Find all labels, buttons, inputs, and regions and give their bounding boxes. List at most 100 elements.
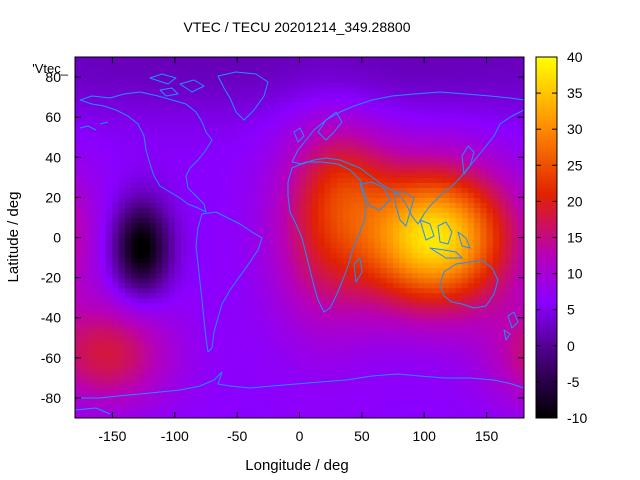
- heatmap-cell: [405, 172, 413, 178]
- heatmap-cell: [255, 332, 263, 339]
- heatmap-cell: [393, 177, 400, 183]
- heatmap-cell: [143, 307, 151, 314]
- heatmap-cell: [480, 247, 488, 254]
- heatmap-cell: [355, 212, 363, 219]
- heatmap-cell: [237, 257, 244, 264]
- heatmap-cell: [299, 177, 307, 183]
- heatmap-cell: [262, 132, 269, 138]
- heatmap-cell: [99, 242, 107, 249]
- heatmap-cell: [455, 167, 463, 173]
- heatmap-cell: [293, 262, 301, 269]
- heatmap-cell: [174, 282, 182, 289]
- heatmap-cell: [156, 82, 163, 88]
- heatmap-cell: [274, 147, 282, 153]
- heatmap-cell: [237, 412, 244, 418]
- heatmap-cell: [174, 332, 182, 339]
- heatmap-cell: [87, 92, 95, 98]
- heatmap-cell: [205, 167, 213, 173]
- heatmap-cell: [255, 302, 263, 309]
- heatmap-cell: [168, 222, 176, 229]
- heatmap-cell: [293, 287, 301, 294]
- heatmap-cell: [455, 132, 463, 138]
- heatmap-cell: [181, 197, 188, 203]
- heatmap-cell: [411, 242, 419, 249]
- heatmap-cell: [305, 367, 313, 374]
- heatmap-cell: [349, 192, 357, 198]
- heatmap-cell: [461, 252, 469, 259]
- heatmap-cell: [112, 307, 120, 314]
- heatmap-cell: [430, 367, 438, 374]
- heatmap-cell: [393, 357, 400, 364]
- heatmap-cell: [474, 332, 481, 339]
- heatmap-cell: [224, 242, 232, 249]
- heatmap-cell: [168, 62, 176, 68]
- heatmap-cell: [168, 192, 176, 198]
- heatmap-cell: [268, 202, 276, 209]
- heatmap-cell: [106, 407, 114, 414]
- heatmap-cell: [324, 332, 332, 339]
- heatmap-cell: [99, 232, 107, 239]
- heatmap-cell: [230, 202, 238, 209]
- heatmap-cell: [262, 97, 269, 103]
- heatmap-cell: [486, 272, 494, 279]
- heatmap-cell: [449, 92, 457, 98]
- heatmap-cell: [237, 407, 244, 414]
- heatmap-cell: [93, 357, 101, 364]
- heatmap-cell: [255, 227, 263, 234]
- heatmap-cell: [262, 337, 269, 344]
- heatmap-cell: [162, 167, 170, 173]
- heatmap-cell: [343, 252, 350, 259]
- heatmap-cell: [274, 207, 282, 214]
- heatmap-cell: [187, 142, 195, 148]
- heatmap-cell: [237, 287, 244, 294]
- heatmap-cell: [124, 402, 132, 409]
- heatmap-cell: [436, 72, 444, 78]
- heatmap-cell: [162, 187, 170, 193]
- heatmap-cell: [230, 257, 238, 264]
- heatmap-cell: [212, 257, 220, 264]
- heatmap-cell: [218, 187, 226, 193]
- heatmap-cell: [467, 277, 475, 284]
- heatmap-cell: [205, 262, 213, 269]
- heatmap-cell: [243, 187, 251, 193]
- heatmap-cell: [393, 352, 400, 359]
- heatmap-cell: [486, 302, 494, 309]
- heatmap-cell: [237, 297, 244, 304]
- heatmap-cell: [424, 67, 432, 73]
- heatmap-cell: [380, 337, 388, 344]
- heatmap-cell: [368, 177, 375, 183]
- heatmap-cell: [442, 397, 450, 404]
- heatmap-cell: [255, 117, 263, 123]
- heatmap-cell: [287, 162, 294, 168]
- heatmap-cell: [99, 347, 107, 354]
- heatmap-cell: [505, 382, 513, 389]
- heatmap-cell: [199, 362, 207, 369]
- heatmap-cell: [112, 312, 120, 319]
- heatmap-cell: [187, 137, 195, 143]
- heatmap-cell: [81, 97, 89, 103]
- heatmap-cell: [436, 62, 444, 68]
- heatmap-cell: [405, 327, 413, 334]
- heatmap-cell: [218, 122, 226, 128]
- heatmap-cell: [492, 267, 500, 274]
- heatmap-cell: [81, 237, 89, 244]
- heatmap-cell: [268, 352, 276, 359]
- heatmap-cell: [411, 227, 419, 234]
- heatmap-cell: [386, 277, 394, 284]
- heatmap-cell: [112, 392, 120, 399]
- heatmap-cell: [380, 87, 388, 93]
- heatmap-cell: [187, 212, 195, 219]
- heatmap-cell: [305, 197, 313, 203]
- heatmap-cell: [424, 57, 432, 63]
- heatmap-cell: [336, 187, 344, 193]
- heatmap-cell: [318, 262, 326, 269]
- heatmap-cell: [374, 357, 382, 364]
- heatmap-cell: [299, 102, 307, 108]
- heatmap-cell: [237, 312, 244, 319]
- heatmap-cell: [218, 267, 226, 274]
- heatmap-cell: [268, 72, 276, 78]
- heatmap-cell: [255, 317, 263, 324]
- heatmap-cell: [87, 242, 95, 249]
- heatmap-cell: [243, 372, 251, 379]
